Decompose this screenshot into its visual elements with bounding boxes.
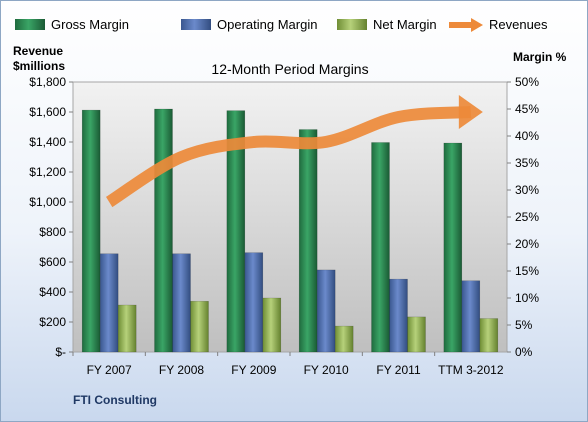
- legend-label-net-margin: Net Margin: [373, 17, 437, 32]
- bar-gross-margin: [443, 142, 463, 353]
- bar-net-margin: [262, 297, 282, 353]
- bar-gross-margin: [226, 110, 246, 353]
- bar-operating-margin: [99, 253, 119, 353]
- right-tick-label: 5%: [515, 318, 533, 332]
- legend-label-operating-margin: Operating Margin: [217, 17, 317, 32]
- bar-operating-margin: [461, 280, 481, 353]
- bar-gross-margin: [154, 108, 173, 353]
- left-tick-label: $1,200: [29, 165, 66, 179]
- legend-swatch-operating-margin: [181, 19, 211, 30]
- bars: [81, 108, 499, 353]
- bar-operating-margin: [244, 252, 264, 353]
- bar-net-margin: [117, 304, 137, 353]
- legend-arrowhead-revenues: [471, 18, 483, 32]
- bar-gross-margin: [298, 129, 318, 353]
- bar-operating-margin: [172, 253, 191, 353]
- company-name: FTI Consulting: [73, 393, 157, 407]
- legend-item-gross-margin: Gross Margin: [15, 17, 129, 32]
- category-label: TTM 3-2012: [438, 363, 504, 377]
- bar-net-margin: [407, 316, 426, 353]
- bar-operating-margin: [389, 278, 408, 353]
- legend-swatch-gross-margin: [15, 19, 45, 30]
- bar-net-margin: [334, 325, 354, 353]
- left-tick-label: $-: [55, 345, 66, 359]
- legend-item-operating-margin: Operating Margin: [181, 17, 317, 32]
- right-tick-label: 40%: [515, 129, 539, 143]
- bar-gross-margin: [371, 142, 390, 353]
- bar-gross-margin: [81, 109, 101, 353]
- legend-label-revenues: Revenues: [489, 17, 548, 32]
- right-tick-label: 35%: [515, 156, 539, 170]
- bar-operating-margin: [316, 269, 336, 353]
- right-axis-title: Margin %: [513, 50, 567, 64]
- right-tick-label: 10%: [515, 291, 539, 305]
- legend-item-net-margin: Net Margin: [337, 17, 437, 32]
- right-axis-ticks: 0% 5% 10% 15% 20% 25% 30% 35% 40% 45% 50%: [507, 75, 539, 359]
- chart-title: 12-Month Period Margins: [211, 61, 368, 77]
- left-tick-label: $1,800: [29, 75, 66, 89]
- right-tick-label: 25%: [515, 210, 539, 224]
- revenue-line: [105, 95, 483, 208]
- category-label: FY 2010: [304, 363, 349, 377]
- category-labels: FY 2007 FY 2008 FY 2009 FY 2010 FY 2011 TTM 3…: [72, 352, 504, 377]
- legend-swatch-net-margin: [337, 19, 367, 30]
- right-tick-label: 30%: [515, 183, 539, 197]
- left-tick-label: $200: [39, 315, 66, 329]
- category-label: FY 2011: [376, 363, 421, 377]
- bar-net-margin: [190, 300, 209, 353]
- left-tick-label: $1,600: [29, 105, 66, 119]
- category-label: FY 2009: [231, 363, 276, 377]
- left-tick-label: $1,000: [29, 195, 66, 209]
- left-axis-ticks: $- $200 $400 $600 $800 $1,000 $1,200 $1,400 $1,6…: [29, 75, 73, 359]
- left-tick-label: $800: [39, 225, 66, 239]
- bar-net-margin: [479, 318, 499, 353]
- right-tick-label: 0%: [515, 345, 533, 359]
- right-tick-label: 15%: [515, 264, 539, 278]
- legend: Gross Margin Operating Margin Net Margin…: [15, 17, 548, 32]
- right-tick-label: 50%: [515, 75, 539, 89]
- right-tick-label: 45%: [515, 102, 539, 116]
- revenue-line-path: [105, 106, 472, 208]
- right-tick-label: 20%: [515, 237, 539, 251]
- left-axis-title-line2: $millions: [13, 59, 65, 73]
- category-label: FY 2007: [87, 363, 132, 377]
- left-tick-label: $1,400: [29, 135, 66, 149]
- category-label: FY 2008: [159, 363, 204, 377]
- plot-area: [72, 81, 508, 353]
- left-axis-title-line1: Revenue: [13, 44, 63, 58]
- revenue-arrowhead: [458, 95, 483, 129]
- left-tick-label: $400: [39, 285, 66, 299]
- legend-label-gross-margin: Gross Margin: [51, 17, 129, 32]
- legend-item-revenues: Revenues: [449, 17, 548, 32]
- left-tick-label: $600: [39, 255, 66, 269]
